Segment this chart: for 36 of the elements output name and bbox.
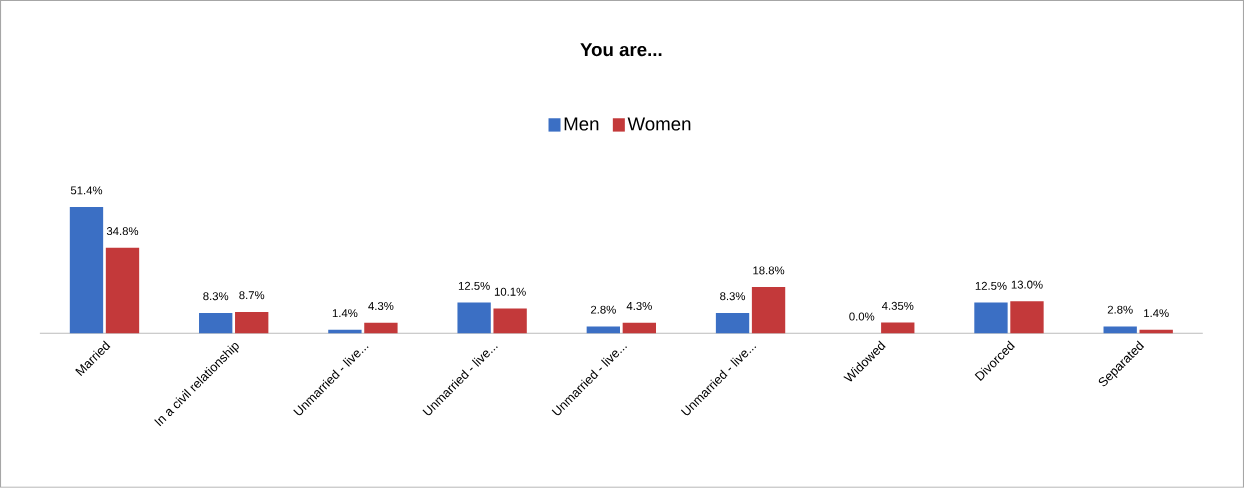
data-label: 10.1% (494, 287, 526, 296)
bar (715, 312, 750, 334)
data-label: 4.35% (881, 301, 914, 310)
data-label: 4.3% (626, 302, 652, 311)
data-label: 4.3% (368, 302, 394, 311)
bar (364, 322, 398, 334)
bar (199, 312, 233, 334)
data-label: 8.3% (203, 292, 229, 301)
data-label: 0.0% (849, 312, 875, 321)
bar (69, 207, 104, 334)
bar (1010, 301, 1044, 334)
bar (457, 302, 491, 334)
data-label: 8.3% (720, 292, 746, 301)
bar (586, 326, 620, 334)
data-label: 8.7% (239, 291, 265, 300)
chart-title: You are... (580, 43, 662, 57)
data-label: 1.4% (332, 309, 358, 318)
data-label: 13.0% (1011, 280, 1043, 289)
bar (974, 302, 1008, 334)
bar (105, 247, 140, 334)
legend-label: Women (627, 117, 691, 131)
legend-label: Men (564, 117, 599, 131)
data-label: 34.8% (106, 227, 139, 236)
data-label: 2.8% (590, 305, 616, 314)
bar (751, 287, 786, 334)
data-label: 12.5% (975, 281, 1007, 290)
bar (622, 322, 657, 334)
bar (881, 322, 915, 334)
data-label: 51.4% (70, 186, 103, 195)
bar (493, 308, 527, 334)
data-label: 18.8% (753, 266, 785, 275)
bar (1103, 326, 1137, 334)
data-label: 1.4% (1144, 309, 1169, 318)
data-label: 2.8% (1107, 305, 1133, 314)
data-label: 12.5% (458, 281, 490, 290)
bar (235, 311, 269, 334)
